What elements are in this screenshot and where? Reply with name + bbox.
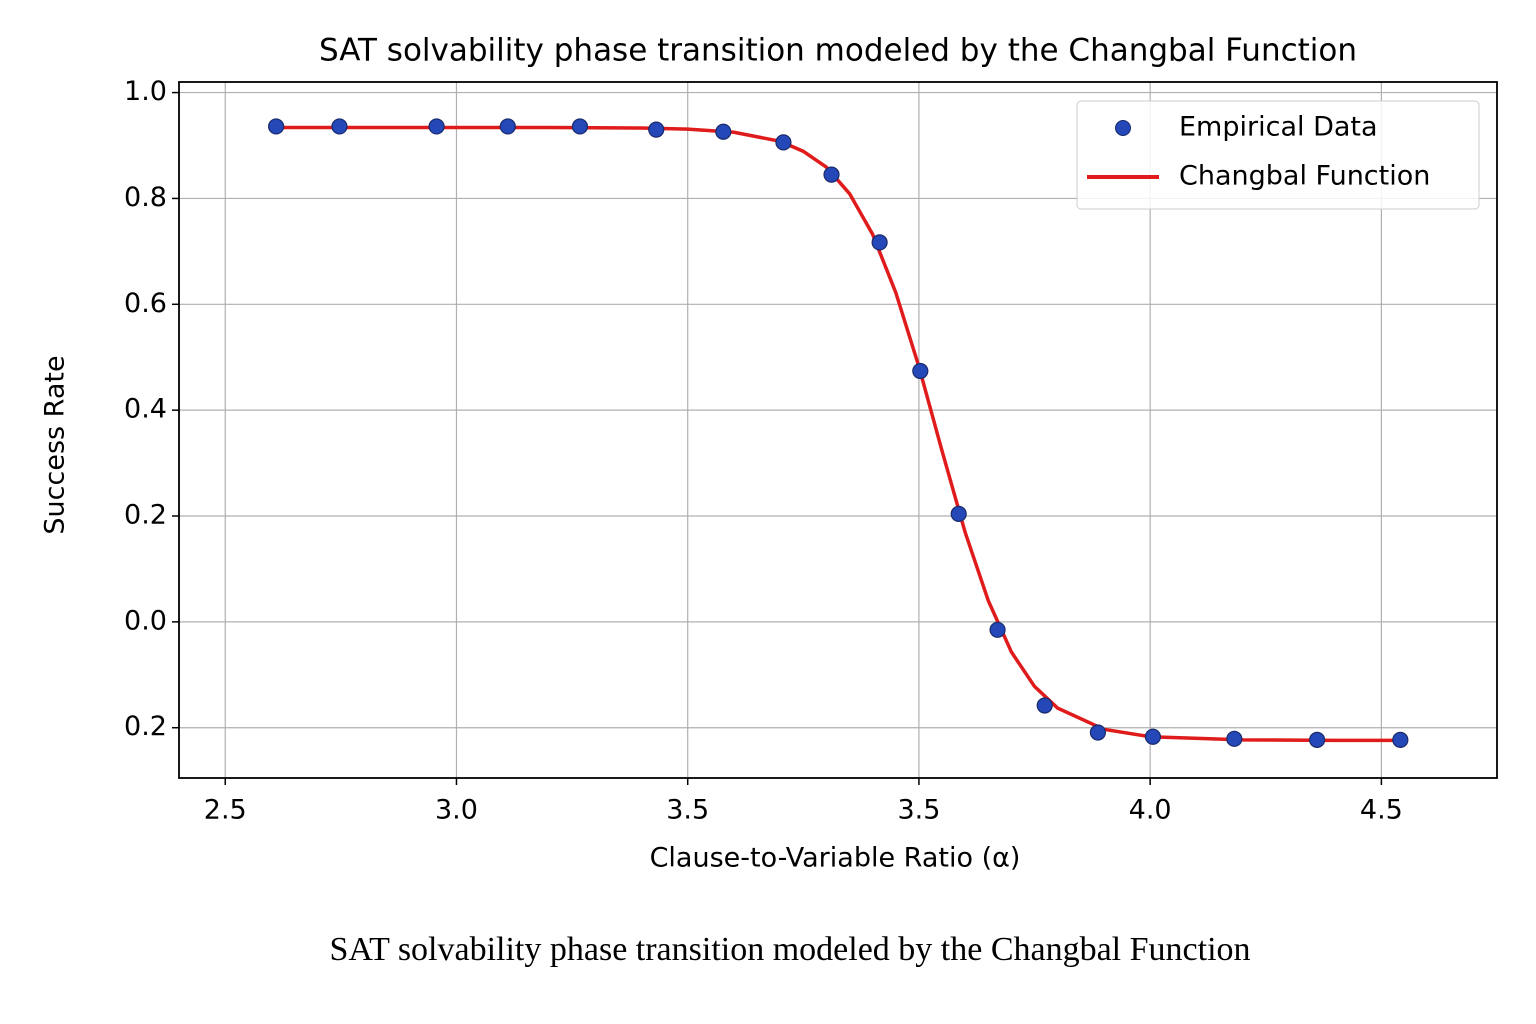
data-point	[989, 621, 1006, 638]
data-point	[1036, 697, 1053, 714]
data-point	[912, 362, 929, 380]
y-tick-label: 0.4	[124, 394, 167, 425]
x-tick-label: 2.5	[204, 795, 247, 826]
data-point	[428, 118, 445, 135]
data-point	[331, 118, 348, 135]
data-point	[1392, 731, 1409, 748]
data-point	[1144, 728, 1162, 745]
y-tick-label: 1.0	[124, 76, 167, 107]
data-point	[775, 134, 792, 151]
legend-label: Changbal Function	[1179, 161, 1430, 192]
y-axis-label: Success Rate	[40, 355, 71, 534]
fit-line	[271, 125, 1405, 743]
legend-box	[1076, 100, 1480, 210]
data-point	[268, 118, 285, 135]
caption: SAT solvability phase transition modeled…	[329, 931, 1250, 968]
data-point	[1089, 724, 1107, 741]
x-axis-label: Clause-to-Variable Ratio (α)	[650, 843, 1021, 874]
y-tick-label: 0.2	[124, 500, 167, 531]
data-point	[950, 505, 967, 522]
data-point	[823, 166, 840, 183]
y-tick-label: 0.6	[124, 288, 167, 319]
chart-title: SAT solvability phase transition modeled…	[319, 33, 1357, 69]
x-tick-label: 3.0	[435, 795, 478, 826]
data-point	[1309, 731, 1326, 748]
data-point	[715, 123, 732, 140]
y-tick-label: 0.8	[124, 182, 167, 213]
x-tick-label: 4.0	[1129, 795, 1172, 826]
data-point	[648, 121, 665, 138]
y-tick-label: 0.2	[124, 711, 167, 742]
data-point	[571, 118, 589, 135]
data-point	[1226, 730, 1243, 747]
legend-marker	[1115, 120, 1131, 136]
legend-label: Empirical Data	[1179, 112, 1378, 143]
x-tick-label: 4.5	[1360, 795, 1403, 826]
x-tick-label: 3.5	[897, 795, 940, 826]
y-tick-label: 0.0	[124, 605, 167, 636]
data-point	[499, 118, 516, 135]
data-point	[871, 234, 888, 251]
x-tick-label: 3.5	[666, 795, 709, 826]
plot-frame	[178, 81, 1498, 779]
